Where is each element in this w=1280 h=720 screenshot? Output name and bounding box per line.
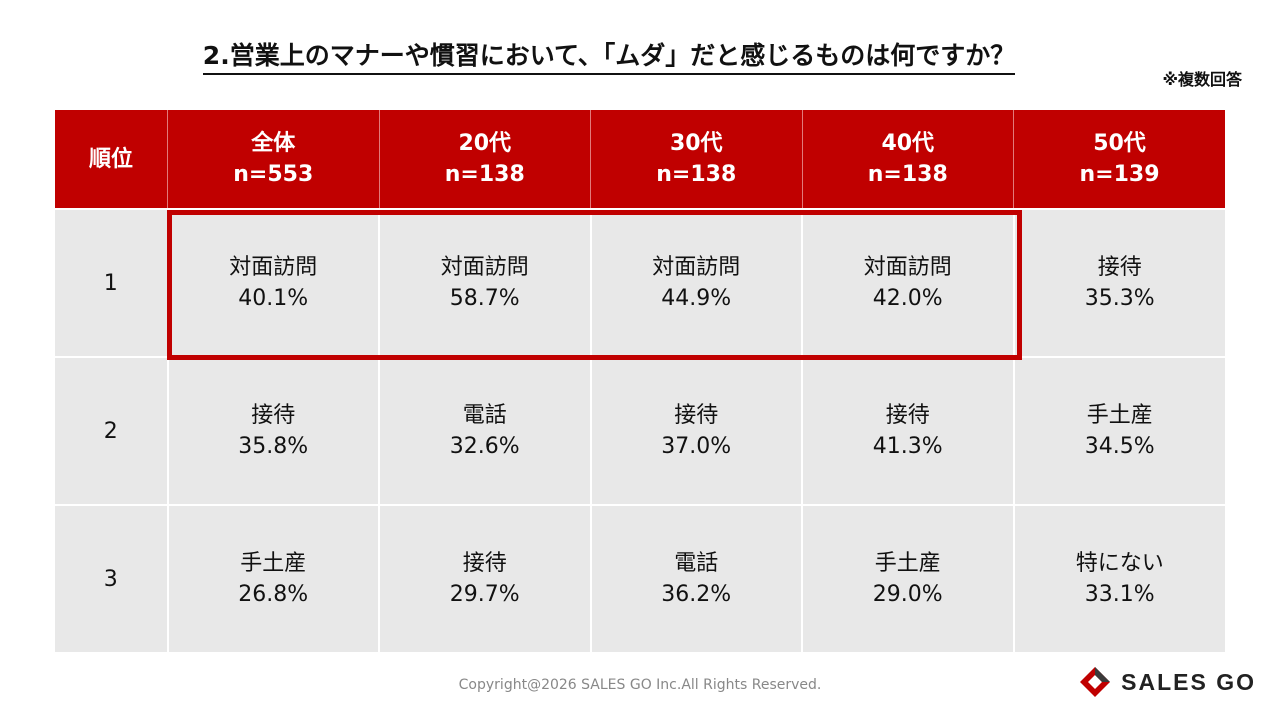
- column-header-20s: 20代 n=138: [378, 110, 591, 210]
- rank-cell: 1: [55, 208, 168, 357]
- answer-percent: 29.7%: [449, 582, 520, 607]
- column-sample-size: n=138: [444, 162, 525, 187]
- answer-percent: 37.0%: [661, 434, 732, 459]
- table-cell: 接待 41.3%: [801, 356, 1014, 505]
- answer-label: 電話: [462, 403, 507, 428]
- answer-percent: 58.7%: [449, 286, 520, 311]
- table-cell: 接待 35.8%: [166, 356, 379, 505]
- answer-label: 接待: [251, 403, 296, 428]
- answer-percent: 29.0%: [872, 582, 943, 607]
- rank-cell: 3: [55, 504, 168, 652]
- diamond-logo-icon: [1080, 667, 1111, 697]
- column-sample-size: n=138: [656, 162, 737, 187]
- answer-percent: 26.8%: [238, 582, 309, 607]
- page-title-text: 2.営業上のマナーや慣習において、「ムダ」だと感じるものは何ですか？: [202, 40, 1016, 75]
- column-sample-size: n=553: [233, 162, 314, 187]
- answer-label: 対面訪問: [652, 255, 741, 280]
- column-label: 50代: [1093, 131, 1146, 156]
- answer-percent: 33.1%: [1084, 582, 1155, 607]
- sales-go-logo: SALES GO: [1079, 666, 1256, 698]
- table-cell: 接待 37.0%: [589, 356, 802, 505]
- column-label: 全体: [251, 131, 296, 156]
- table-cell: 対面訪問 58.7%: [378, 208, 591, 357]
- ranking-table: 順位 全体 n=553 20代 n=138 30代 n=138 40代 n=13…: [55, 110, 1225, 652]
- column-header-30s: 30代 n=138: [590, 110, 802, 210]
- column-header-40s: 40代 n=138: [801, 110, 1014, 210]
- answer-label: 対面訪問: [440, 255, 529, 280]
- answer-percent: 35.8%: [238, 434, 309, 459]
- answer-percent: 41.3%: [872, 434, 943, 459]
- answer-label: 手土産: [874, 551, 941, 576]
- answer-percent: 34.5%: [1084, 434, 1155, 459]
- answer-percent: 44.9%: [661, 286, 732, 311]
- table-cell: 接待 29.7%: [378, 504, 591, 652]
- column-label: 20代: [458, 131, 512, 156]
- table-cell: 対面訪問 42.0%: [801, 208, 1014, 357]
- answer-label: 対面訪問: [229, 255, 318, 280]
- page-title: 2.営業上のマナーや慣習において、「ムダ」だと感じるものは何ですか？: [0, 40, 1218, 75]
- table-row: 1 対面訪問 40.1% 対面訪問 58.7% 対面訪問 44.9% 対面訪問 42.0…: [55, 208, 1225, 357]
- answer-label: 接待: [674, 403, 719, 428]
- table-cell: 接待 35.3%: [1012, 208, 1225, 357]
- table-cell: 手土産 29.0%: [801, 504, 1014, 652]
- answer-percent: 35.3%: [1084, 286, 1155, 311]
- column-sample-size: n=138: [867, 162, 948, 187]
- rank-cell: 2: [55, 356, 168, 505]
- answer-label: 接待: [1097, 255, 1142, 280]
- table-row: 3 手土産 26.8% 接待 29.7% 電話 36.2% 手土産 29.0% 特にない…: [55, 504, 1225, 652]
- table-row: 2 接待 35.8% 電話 32.6% 接待 37.0% 接待 41.3% 手土産 34.…: [55, 356, 1225, 505]
- answer-label: 手土産: [240, 551, 307, 576]
- logo-text: SALES GO: [1121, 668, 1256, 695]
- table-cell: 電話 32.6%: [378, 356, 591, 505]
- table-cell: 手土産 26.8%: [166, 504, 379, 652]
- multiple-answer-note: ※複数回答: [1162, 70, 1242, 89]
- column-header-50s: 50代 n=139: [1013, 110, 1225, 210]
- answer-percent: 32.6%: [449, 434, 520, 459]
- rank-header: 順位: [55, 110, 168, 210]
- column-header-all: 全体 n=553: [167, 110, 379, 210]
- column-label: 40代: [881, 131, 935, 156]
- answer-label: 対面訪問: [863, 255, 952, 280]
- copyright-text: Copyright@2026 SALES GO Inc.All Rights R…: [458, 677, 822, 693]
- answer-label: 接待: [885, 403, 930, 428]
- table-cell: 対面訪問 44.9%: [589, 208, 802, 357]
- table-cell: 対面訪問 40.1%: [166, 208, 379, 357]
- column-label: 30代: [669, 131, 723, 156]
- answer-label: 手土産: [1086, 403, 1153, 428]
- answer-label: 電話: [674, 551, 719, 576]
- answer-label: 接待: [462, 551, 507, 576]
- answer-percent: 36.2%: [661, 582, 732, 607]
- answer-percent: 40.1%: [238, 286, 309, 311]
- table-cell: 手土産 34.5%: [1012, 356, 1225, 505]
- table-cell: 特にない 33.1%: [1012, 504, 1225, 652]
- table-header-row: 順位 全体 n=553 20代 n=138 30代 n=138 40代 n=13…: [55, 110, 1225, 210]
- answer-percent: 42.0%: [872, 286, 943, 311]
- column-sample-size: n=139: [1079, 162, 1160, 187]
- answer-label: 特にない: [1075, 551, 1164, 576]
- table-cell: 電話 36.2%: [589, 504, 802, 652]
